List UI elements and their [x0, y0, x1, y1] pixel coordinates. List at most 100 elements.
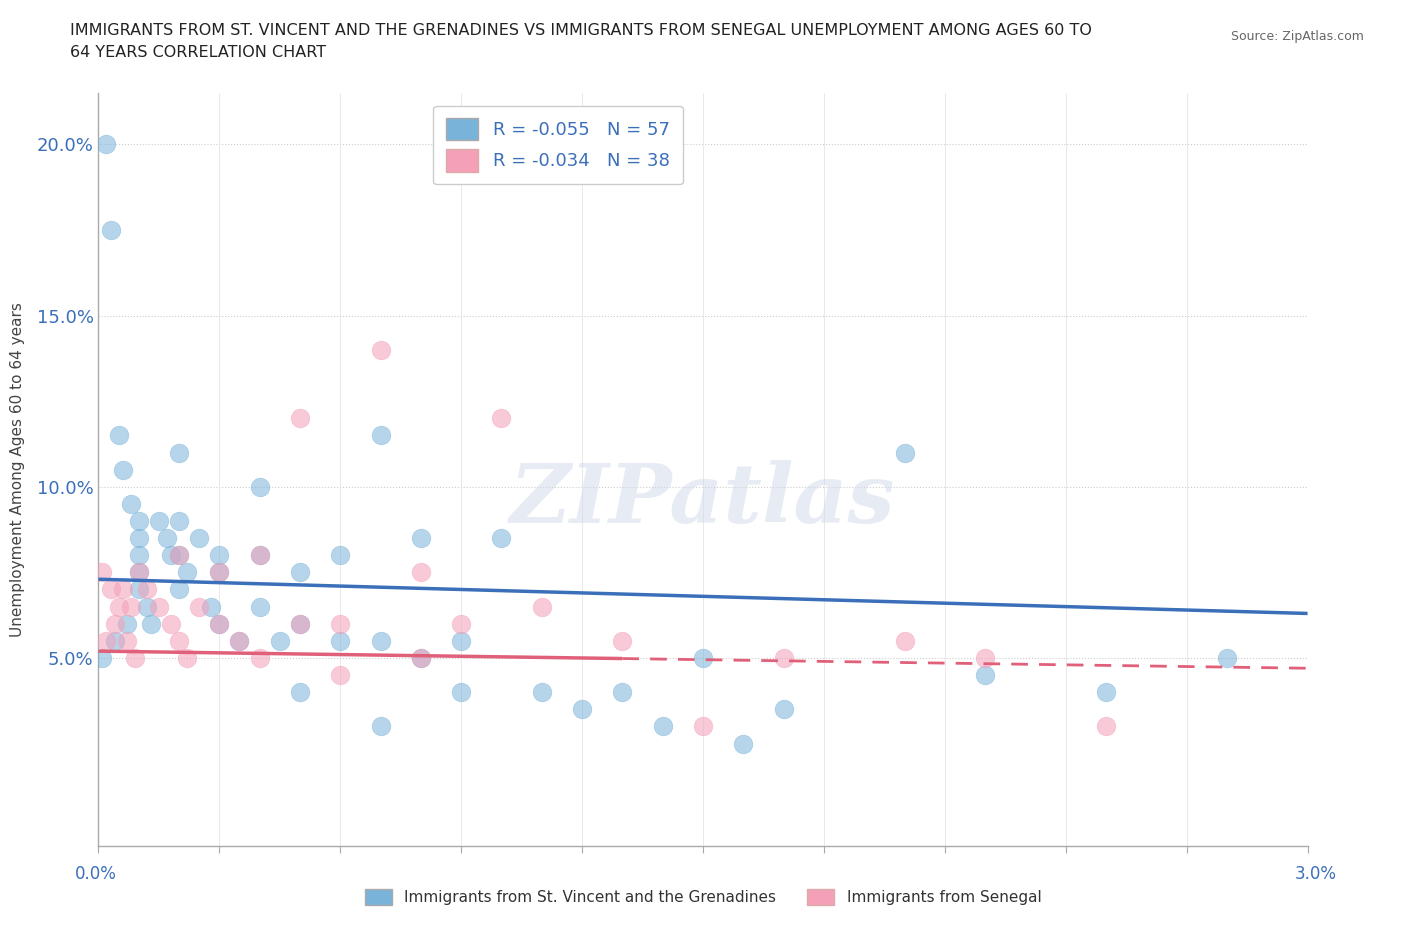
Point [772, 651, 794, 666]
Point [370, 342, 392, 357]
Point [329, 617, 352, 631]
Point [571, 702, 593, 717]
Point [651, 719, 673, 734]
Point [115, 633, 138, 648]
Point [124, 651, 146, 666]
Point [288, 411, 311, 426]
Point [288, 565, 311, 579]
Point [96, 633, 118, 648]
Point [176, 651, 198, 666]
Point [91, 651, 114, 666]
Point [96, 137, 118, 152]
Point [167, 445, 190, 460]
Point [450, 633, 472, 648]
Point [208, 617, 231, 631]
Point [530, 599, 553, 614]
Point [167, 548, 190, 563]
Point [370, 719, 392, 734]
Point [1095, 684, 1118, 699]
Point [974, 668, 997, 683]
Point [491, 531, 513, 546]
Point [120, 599, 142, 614]
Point [167, 582, 190, 597]
Point [135, 599, 157, 614]
Point [228, 633, 250, 648]
Point [128, 513, 150, 528]
Point [249, 479, 271, 494]
Point [167, 633, 190, 648]
Point [491, 411, 513, 426]
Point [1216, 651, 1239, 666]
Point [91, 565, 114, 579]
Point [208, 617, 231, 631]
Point [148, 513, 170, 528]
Point [167, 513, 190, 528]
Point [370, 633, 392, 648]
Point [148, 599, 170, 614]
Point [409, 651, 432, 666]
Point [100, 582, 122, 597]
Point [111, 582, 134, 597]
Point [249, 651, 271, 666]
Legend: Immigrants from St. Vincent and the Grenadines, Immigrants from Senegal: Immigrants from St. Vincent and the Gren… [359, 883, 1047, 911]
Point [128, 548, 150, 563]
Point [409, 531, 432, 546]
Point [176, 565, 198, 579]
Point [188, 531, 211, 546]
Point [188, 599, 211, 614]
Point [103, 617, 125, 631]
Point [329, 633, 352, 648]
Point [156, 531, 179, 546]
Text: ZIPatlas: ZIPatlas [510, 459, 896, 539]
Point [135, 582, 157, 597]
Point [111, 462, 134, 477]
Point [450, 684, 472, 699]
Legend: R = -0.055   N = 57, R = -0.034   N = 38: R = -0.055 N = 57, R = -0.034 N = 38 [433, 106, 682, 184]
Y-axis label: Unemployment Among Ages 60 to 64 years: Unemployment Among Ages 60 to 64 years [10, 302, 25, 637]
Text: Source: ZipAtlas.com: Source: ZipAtlas.com [1230, 30, 1364, 43]
Text: 64 YEARS CORRELATION CHART: 64 YEARS CORRELATION CHART [70, 45, 326, 60]
Point [772, 702, 794, 717]
Point [450, 617, 472, 631]
Point [409, 565, 432, 579]
Point [249, 599, 271, 614]
Point [329, 548, 352, 563]
Point [288, 617, 311, 631]
Point [370, 428, 392, 443]
Point [249, 548, 271, 563]
Point [120, 497, 142, 512]
Point [733, 737, 755, 751]
Point [107, 428, 129, 443]
Point [160, 617, 183, 631]
Point [100, 222, 122, 237]
Point [288, 684, 311, 699]
Point [128, 582, 150, 597]
Text: IMMIGRANTS FROM ST. VINCENT AND THE GRENADINES VS IMMIGRANTS FROM SENEGAL UNEMPL: IMMIGRANTS FROM ST. VINCENT AND THE GREN… [70, 23, 1092, 38]
Point [208, 565, 231, 579]
Point [128, 565, 150, 579]
Point [612, 633, 634, 648]
Point [692, 651, 714, 666]
Point [974, 651, 997, 666]
Point [288, 617, 311, 631]
Text: 0.0%: 0.0% [75, 865, 117, 883]
Point [103, 633, 125, 648]
Point [893, 445, 915, 460]
Point [329, 668, 352, 683]
Text: 3.0%: 3.0% [1295, 865, 1337, 883]
Point [530, 684, 553, 699]
Point [692, 719, 714, 734]
Point [128, 565, 150, 579]
Point [249, 548, 271, 563]
Point [269, 633, 291, 648]
Point [1095, 719, 1118, 734]
Point [893, 633, 915, 648]
Point [139, 617, 162, 631]
Point [228, 633, 250, 648]
Point [208, 565, 231, 579]
Point [107, 599, 129, 614]
Point [208, 548, 231, 563]
Point [200, 599, 222, 614]
Point [115, 617, 138, 631]
Point [612, 684, 634, 699]
